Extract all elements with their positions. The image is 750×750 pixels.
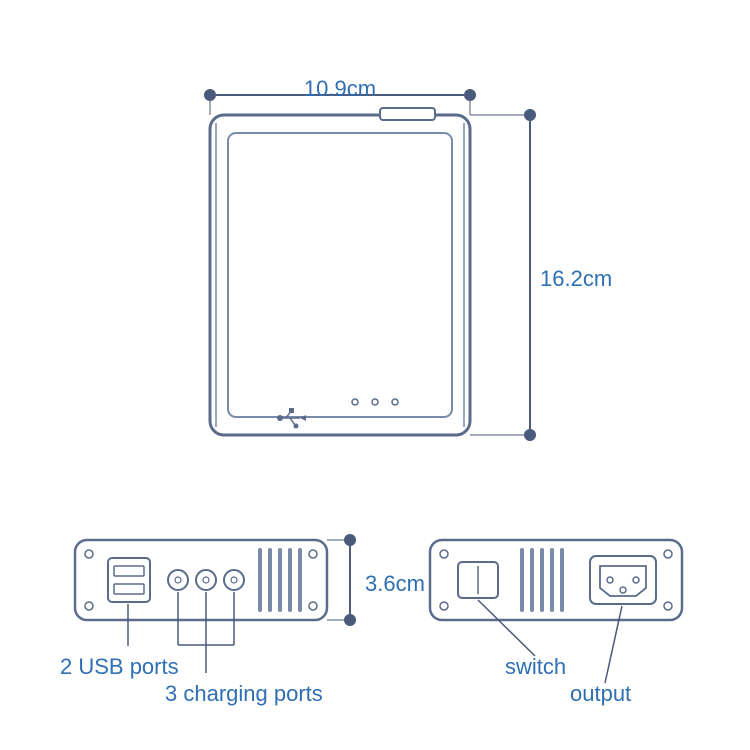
depth-label: 3.6cm [365,571,425,596]
height-label: 16.2cm [540,266,612,291]
output-label: output [570,681,631,706]
switch-label: switch [505,654,566,679]
dimension-depth: 3.6cm [327,534,425,626]
top-view [210,108,470,435]
width-label: 10.9cm [304,76,376,101]
usb-ports-label: 2 USB ports [60,654,179,679]
charging-ports-label: 3 charging ports [165,681,323,706]
dimension-height: 16.2cm [470,109,612,441]
rear-panel: switchoutput [430,540,682,706]
front-panel: 2 USB ports3 charging ports [60,540,327,706]
usb-icon [277,408,306,429]
